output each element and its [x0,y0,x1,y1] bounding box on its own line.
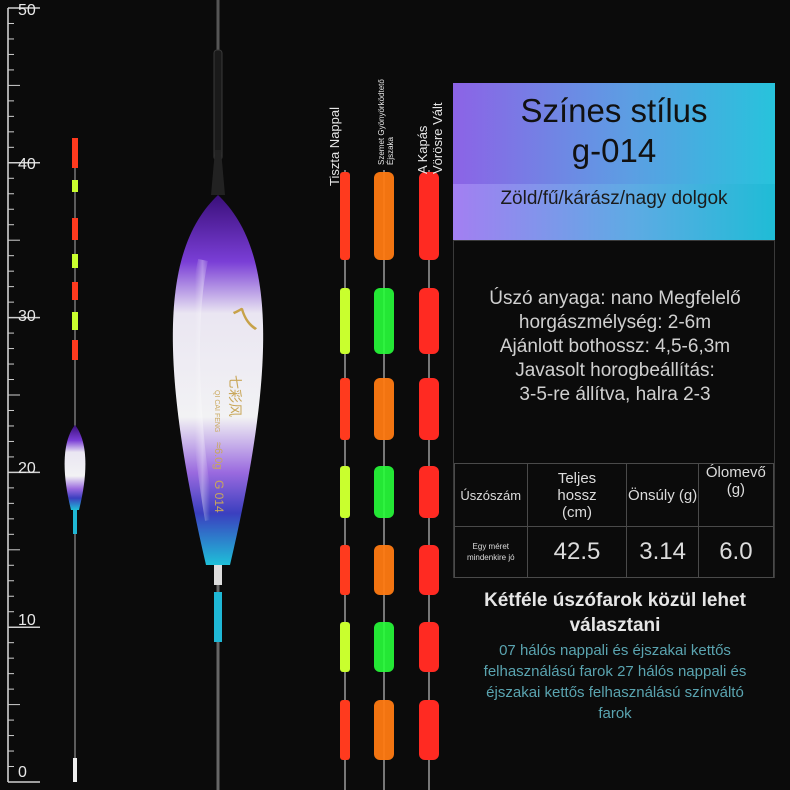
header-lead-capacity: Ólomevő (g) [697,463,775,527]
label-bite-red: A Kapás Vörösre Vált [415,102,445,174]
tip-night-glow [374,170,394,790]
spec-line: Úszó anyaga: nano Megfelelő [489,288,741,309]
ruler: 50 40 30 20 10 0 [0,0,60,790]
logo-mark: ㄟ [230,303,260,338]
spec-table: Úszószám Teljes hossz (cm) Önsúly (g) Ól… [454,463,775,578]
ruler-label-10: 10 [18,612,36,629]
cell-length: 42.5 [526,526,628,578]
ruler-label-0: 0 [18,764,27,781]
small-float [64,138,86,782]
brand-text: 七彩风 [227,375,243,417]
header-float-number: Úszószám [454,463,528,527]
spec-text: Úszó anyaga: nano Megfelelő horgászmélys… [454,287,776,407]
ruler-label-50: 50 [18,2,36,19]
large-float: ㄟ 七彩风 QI CAI FENG ≈6.0g G 014 [172,0,264,790]
tail-choice-title: Kétféle úszófarok közül lehet választani [484,590,746,636]
ruler-label-40: 40 [18,156,36,173]
cell-size: Egy méret mindenkire jó [454,526,528,578]
spec-line: Ajánlott bothossz: 4,5-6,3m [499,336,731,357]
table-header-row: Úszószám Teljes hossz (cm) Önsúly (g) Ól… [454,463,775,527]
header-self-weight: Önsúly (g) [626,463,699,527]
subtitle-text: Zöld/fű/kárász/nagy dolgok [500,188,728,209]
label-day-clear: Tiszta Nappal [327,107,342,186]
header-total-length: Teljes hossz (cm) [526,463,628,527]
weight-text: ≈6.0g [212,442,224,469]
ruler-ticks [7,7,40,783]
title-banner: Színes stílus g-014 [453,83,775,184]
label-night-glow: Szemet Gyönyörködtető Éjszaka [377,79,395,165]
spec-line: 3-5-re állítva, halra 2-3 [519,384,711,405]
model-text: G 014 [212,480,226,513]
tail-choice-description: 07 hálós nappali és éjszakai kettős felh… [483,642,747,722]
tip-day-clear [340,170,350,790]
ruler-label-20: 20 [18,460,36,477]
spec-line: horgászmélység: 2-6m [518,312,712,333]
product-illustration: ㄟ 七彩风 QI CAI FENG ≈6.0g G 014 [55,0,475,790]
ruler-label-30: 30 [18,308,36,325]
title-line-1: Színes stílus [520,92,708,129]
float-drawing: ㄟ 七彩风 QI CAI FENG ≈6.0g G 014 [64,0,439,790]
table-row: Egy méret mindenkire jó 42.5 3.14 6.0 [454,526,775,578]
spec-panel: Úszó anyaga: nano Megfelelő horgászmélys… [453,240,775,578]
tip-bite-red [419,170,439,790]
subtitle-banner: Zöld/fű/kárász/nagy dolgok [453,184,775,240]
title-line-2: g-014 [571,132,657,169]
brand-latin-text: QI CAI FENG [213,390,220,432]
cell-lead: 6.0 [697,526,775,578]
cell-weight: 3.14 [626,526,699,578]
spec-line: Javasolt horogbeállítás: [515,360,715,381]
